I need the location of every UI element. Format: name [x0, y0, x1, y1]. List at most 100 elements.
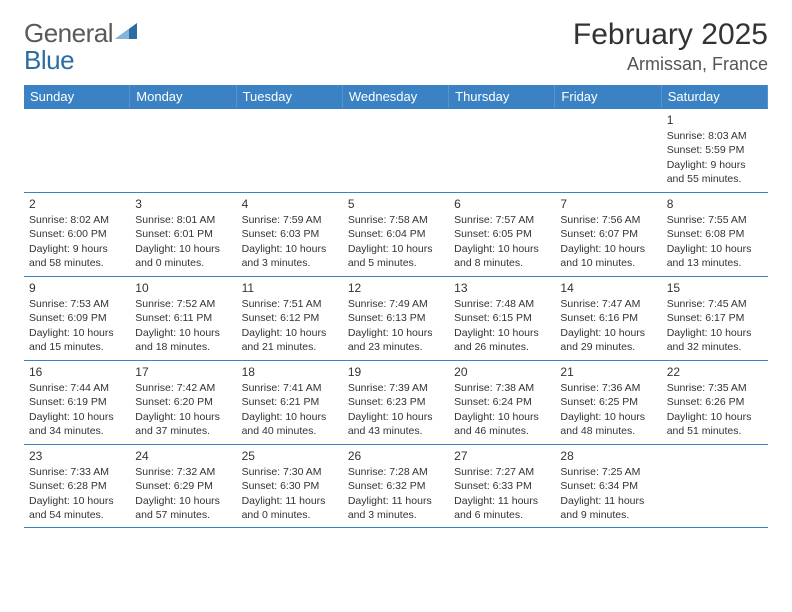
sunrise-line: Sunrise: 8:02 AM	[29, 213, 125, 227]
daylight-line-1: Daylight: 10 hours	[242, 326, 338, 340]
weekday-header-cell: Wednesday	[343, 85, 449, 108]
week-row: 23Sunrise: 7:33 AMSunset: 6:28 PMDayligh…	[24, 444, 768, 528]
weekday-header-cell: Friday	[555, 85, 661, 108]
sunset-line: Sunset: 6:23 PM	[348, 395, 444, 409]
day-cell: 23Sunrise: 7:33 AMSunset: 6:28 PMDayligh…	[24, 445, 130, 527]
day-number: 25	[242, 448, 338, 464]
daylight-line-2: and 0 minutes.	[242, 508, 338, 522]
calendar: SundayMondayTuesdayWednesdayThursdayFrid…	[24, 85, 768, 528]
sunset-line: Sunset: 6:16 PM	[560, 311, 656, 325]
daylight-line-1: Daylight: 10 hours	[29, 410, 125, 424]
daylight-line-2: and 6 minutes.	[454, 508, 550, 522]
day-cell: 21Sunrise: 7:36 AMSunset: 6:25 PMDayligh…	[555, 361, 661, 444]
day-number: 23	[29, 448, 125, 464]
daylight-line-1: Daylight: 10 hours	[667, 242, 763, 256]
sunrise-line: Sunrise: 7:39 AM	[348, 381, 444, 395]
daylight-line-2: and 23 minutes.	[348, 340, 444, 354]
daylight-line-2: and 10 minutes.	[560, 256, 656, 270]
day-number: 20	[454, 364, 550, 380]
daylight-line-1: Daylight: 10 hours	[667, 410, 763, 424]
daylight-line-2: and 5 minutes.	[348, 256, 444, 270]
daylight-line-1: Daylight: 9 hours	[667, 158, 763, 172]
daylight-line-2: and 3 minutes.	[348, 508, 444, 522]
day-cell: 14Sunrise: 7:47 AMSunset: 6:16 PMDayligh…	[555, 277, 661, 360]
sunset-line: Sunset: 6:03 PM	[242, 227, 338, 241]
daylight-line-1: Daylight: 10 hours	[135, 326, 231, 340]
daylight-line-2: and 13 minutes.	[667, 256, 763, 270]
day-number: 21	[560, 364, 656, 380]
daylight-line-2: and 57 minutes.	[135, 508, 231, 522]
sunset-line: Sunset: 6:17 PM	[667, 311, 763, 325]
sunrise-line: Sunrise: 7:28 AM	[348, 465, 444, 479]
day-cell: 28Sunrise: 7:25 AMSunset: 6:34 PMDayligh…	[555, 445, 661, 527]
sunset-line: Sunset: 6:11 PM	[135, 311, 231, 325]
sunrise-line: Sunrise: 7:52 AM	[135, 297, 231, 311]
daylight-line-1: Daylight: 10 hours	[29, 494, 125, 508]
day-cell: 27Sunrise: 7:27 AMSunset: 6:33 PMDayligh…	[449, 445, 555, 527]
daylight-line-2: and 40 minutes.	[242, 424, 338, 438]
sunrise-line: Sunrise: 7:51 AM	[242, 297, 338, 311]
day-number: 3	[135, 196, 231, 212]
day-cell	[343, 109, 449, 192]
sunset-line: Sunset: 6:34 PM	[560, 479, 656, 493]
week-row: 9Sunrise: 7:53 AMSunset: 6:09 PMDaylight…	[24, 276, 768, 360]
sunrise-line: Sunrise: 8:03 AM	[667, 129, 763, 143]
daylight-line-2: and 46 minutes.	[454, 424, 550, 438]
week-row: 1Sunrise: 8:03 AMSunset: 5:59 PMDaylight…	[24, 108, 768, 192]
sunset-line: Sunset: 6:15 PM	[454, 311, 550, 325]
sunset-line: Sunset: 6:21 PM	[242, 395, 338, 409]
day-number: 28	[560, 448, 656, 464]
daylight-line-1: Daylight: 10 hours	[667, 326, 763, 340]
brand-triangle-icon	[115, 15, 137, 46]
day-number: 17	[135, 364, 231, 380]
sunrise-line: Sunrise: 7:35 AM	[667, 381, 763, 395]
daylight-line-2: and 15 minutes.	[29, 340, 125, 354]
sunrise-line: Sunrise: 7:41 AM	[242, 381, 338, 395]
day-number: 9	[29, 280, 125, 296]
sunset-line: Sunset: 6:05 PM	[454, 227, 550, 241]
month-title: February 2025	[573, 18, 768, 52]
sunrise-line: Sunrise: 7:57 AM	[454, 213, 550, 227]
day-number: 1	[667, 112, 763, 128]
day-number: 12	[348, 280, 444, 296]
day-number: 16	[29, 364, 125, 380]
weekday-header-cell: Thursday	[449, 85, 555, 108]
week-row: 2Sunrise: 8:02 AMSunset: 6:00 PM Daylight…	[24, 192, 768, 276]
location-label: Armissan, France	[573, 54, 768, 75]
day-number: 7	[560, 196, 656, 212]
daylight-line-1: Daylight: 11 hours	[242, 494, 338, 508]
weekday-header-row: SundayMondayTuesdayWednesdayThursdayFrid…	[24, 85, 768, 108]
day-cell: 20Sunrise: 7:38 AMSunset: 6:24 PMDayligh…	[449, 361, 555, 444]
daylight-line-2: and 34 minutes.	[29, 424, 125, 438]
daylight-line-2: and 0 minutes.	[135, 256, 231, 270]
week-row: 16Sunrise: 7:44 AMSunset: 6:19 PMDayligh…	[24, 360, 768, 444]
sunrise-line: Sunrise: 7:25 AM	[560, 465, 656, 479]
sunset-line: Sunset: 6:09 PM	[29, 311, 125, 325]
day-number: 2	[29, 196, 125, 212]
daylight-line-1: Daylight: 10 hours	[242, 242, 338, 256]
day-cell: 16Sunrise: 7:44 AMSunset: 6:19 PMDayligh…	[24, 361, 130, 444]
sunrise-line: Sunrise: 7:36 AM	[560, 381, 656, 395]
daylight-line-2: and 3 minutes.	[242, 256, 338, 270]
sunset-line: Sunset: 6:29 PM	[135, 479, 231, 493]
daylight-line-2: and 51 minutes.	[667, 424, 763, 438]
daylight-line-2: and 37 minutes.	[135, 424, 231, 438]
day-number: 8	[667, 196, 763, 212]
daylight-line-1: Daylight: 10 hours	[560, 410, 656, 424]
sunset-line: Sunset: 6:12 PM	[242, 311, 338, 325]
page-header: General February 2025 Armissan, France	[24, 18, 768, 75]
sunrise-line: Sunrise: 7:47 AM	[560, 297, 656, 311]
day-number: 13	[454, 280, 550, 296]
daylight-line-2: and 26 minutes.	[454, 340, 550, 354]
sunset-line: Sunset: 6:26 PM	[667, 395, 763, 409]
sunset-line: Sunset: 6:32 PM	[348, 479, 444, 493]
day-cell	[24, 109, 130, 192]
sunset-line: Sunset: 6:00 PM	[29, 227, 125, 241]
day-cell: 9Sunrise: 7:53 AMSunset: 6:09 PMDaylight…	[24, 277, 130, 360]
day-number: 6	[454, 196, 550, 212]
day-cell: 13Sunrise: 7:48 AMSunset: 6:15 PMDayligh…	[449, 277, 555, 360]
daylight-line-2: and 8 minutes.	[454, 256, 550, 270]
day-number: 15	[667, 280, 763, 296]
day-cell	[449, 109, 555, 192]
day-cell: 19Sunrise: 7:39 AMSunset: 6:23 PMDayligh…	[343, 361, 449, 444]
